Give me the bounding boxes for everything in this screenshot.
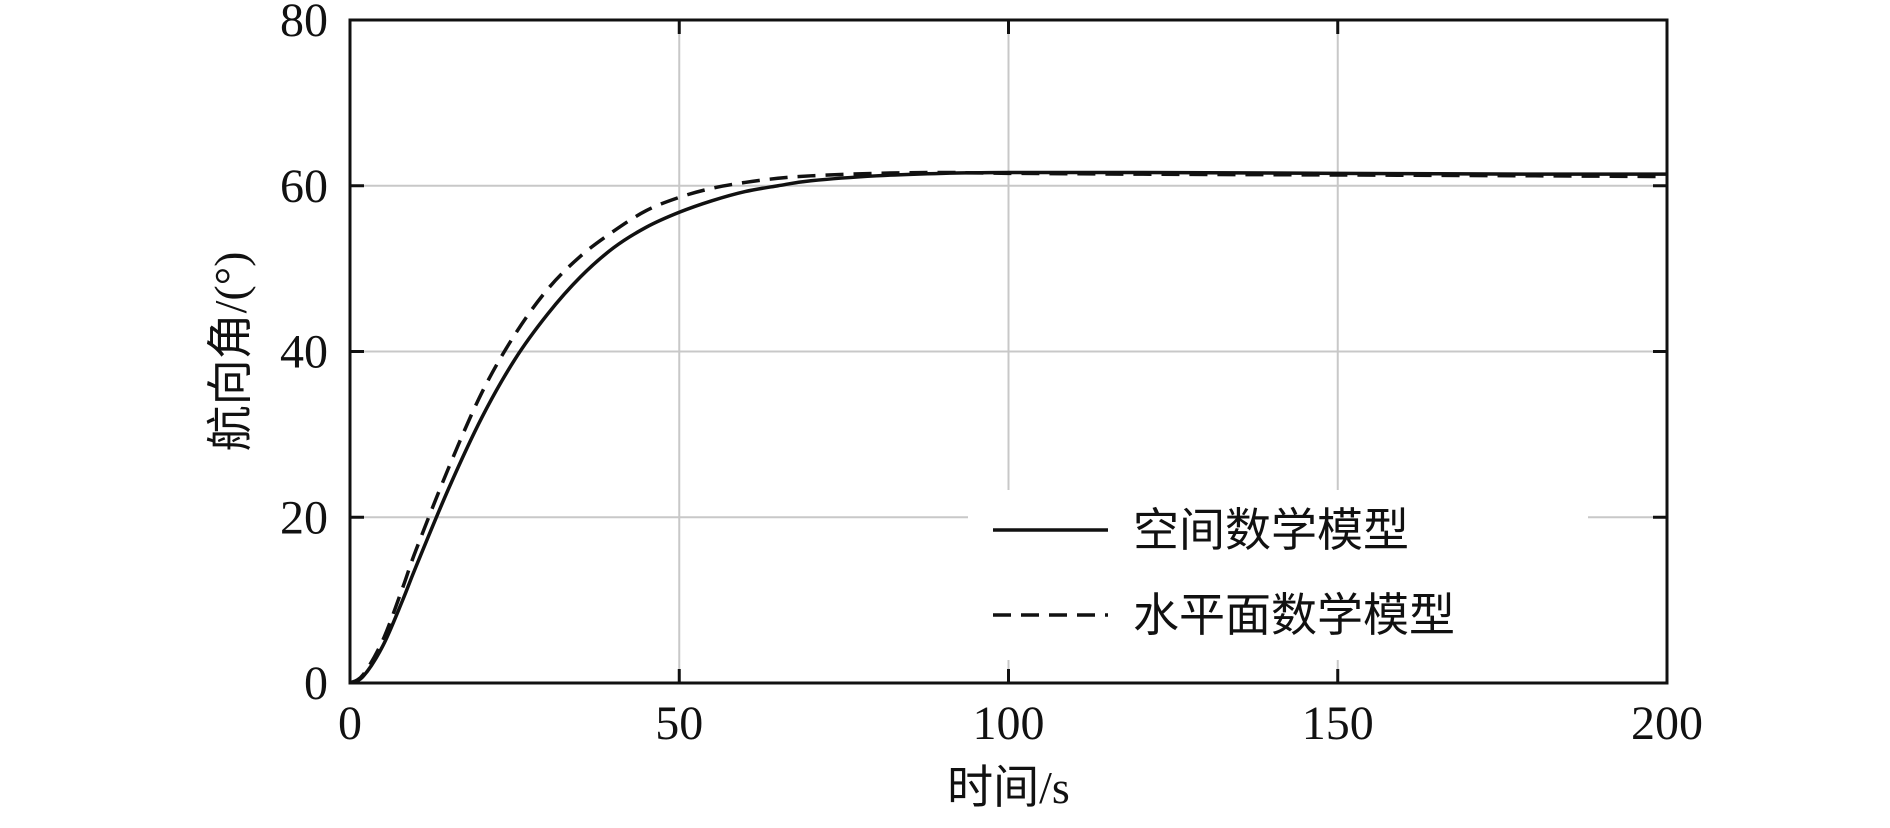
y-tick-label: 80 xyxy=(280,0,328,47)
y-tick-label: 20 xyxy=(280,491,328,544)
tick-label-layer: 0 50 100 150 200 0 20 40 60 80 xyxy=(280,0,1703,750)
x-tick-label: 0 xyxy=(338,697,362,750)
series-line-solid xyxy=(349,170,1668,685)
y-axis-title: 航向角/(°) xyxy=(205,252,256,452)
y-tick-label: 0 xyxy=(304,657,328,710)
x-tick-label: 50 xyxy=(655,697,703,750)
x-axis-title: 时间/s xyxy=(947,762,1070,813)
tick-layer xyxy=(348,18,1669,685)
y-tick-label: 40 xyxy=(280,326,328,379)
x-tick-label: 100 xyxy=(973,697,1045,750)
y-tick-label: 60 xyxy=(280,160,328,213)
series-line-dashed xyxy=(349,170,1668,685)
legend-label-solid: 空间数学模型 xyxy=(1133,505,1409,556)
legend: 空间数学模型 水平面数学模型 xyxy=(968,490,1588,660)
x-tick-label: 150 xyxy=(1302,697,1374,750)
series-layer xyxy=(349,170,1668,685)
x-tick-label: 200 xyxy=(1631,697,1703,750)
legend-box xyxy=(968,490,1588,660)
legend-label-dashed: 水平面数学模型 xyxy=(1133,590,1455,641)
